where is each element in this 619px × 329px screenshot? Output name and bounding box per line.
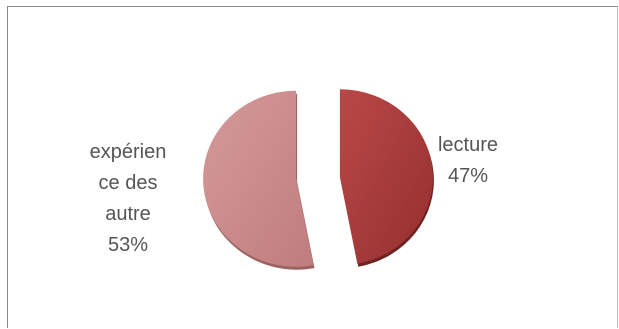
slice-label-experience-line3: autre	[105, 203, 151, 225]
pie-slice-experience	[203, 90, 314, 267]
slice-label-experience-line1: expérien	[90, 141, 167, 163]
pie-slice-lecture	[339, 89, 433, 264]
chart-area	[7, 6, 618, 328]
slice-label-lecture: lecture	[438, 134, 498, 156]
slice-pct-lecture: 47%	[448, 165, 488, 187]
slice-pct-experience: 53%	[108, 234, 148, 256]
slice-label-experience-line2: ce des	[99, 172, 158, 194]
